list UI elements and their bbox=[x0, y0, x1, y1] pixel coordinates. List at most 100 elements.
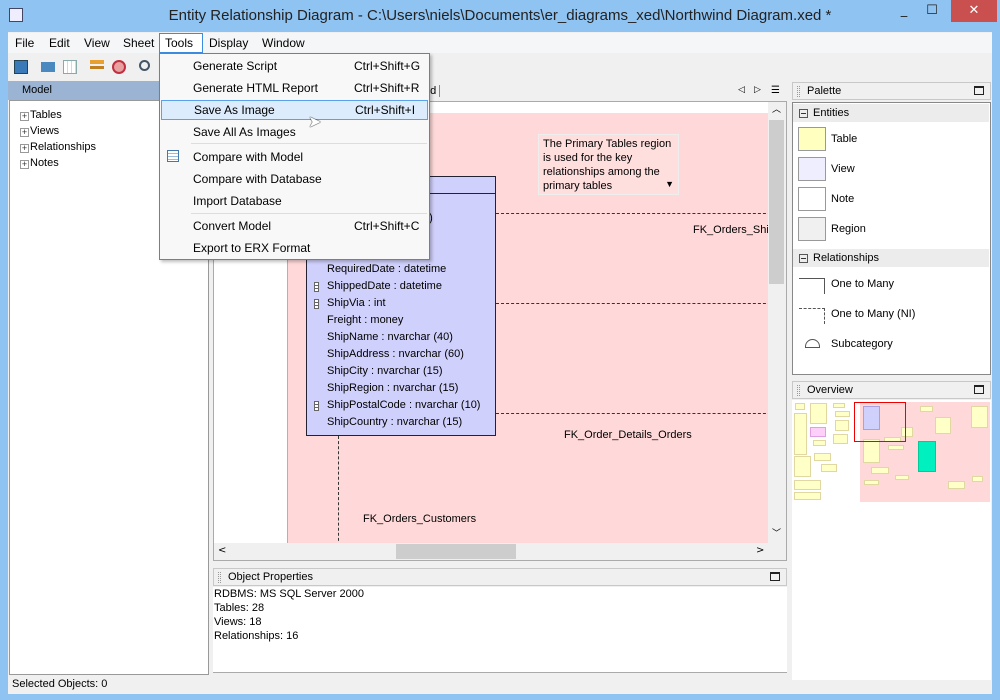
palette-section-relationships[interactable]: Relationships bbox=[793, 249, 989, 267]
overview-viewport[interactable] bbox=[854, 402, 906, 442]
expand-icon[interactable]: + bbox=[20, 111, 29, 121]
expand-icon[interactable]: + bbox=[20, 159, 29, 169]
menu-window[interactable]: Window bbox=[262, 36, 305, 50]
horizontal-scrollbar[interactable]: < > bbox=[214, 543, 768, 560]
menu-item-save-as-image[interactable]: Save As Image Ctrl+Shift+I bbox=[161, 100, 428, 120]
menu-item-label: Import Database bbox=[193, 194, 282, 208]
float-panel-icon[interactable] bbox=[974, 86, 984, 95]
expand-icon[interactable]: + bbox=[20, 127, 29, 137]
tree-item-notes[interactable]: + Notes bbox=[20, 157, 59, 169]
column-text: ShipVia : int bbox=[327, 297, 386, 309]
menu-item-shortcut: Ctrl+Shift+R bbox=[354, 81, 420, 95]
menu-tools[interactable]: Tools bbox=[159, 33, 203, 53]
palette-item-region[interactable]: Region bbox=[831, 223, 866, 235]
menu-item-generate-html-report[interactable]: Generate HTML Report Ctrl+Shift+R bbox=[161, 78, 428, 98]
entity-column[interactable]: ShipName : nvarchar (40) bbox=[327, 331, 453, 343]
menu-item-compare-with-database[interactable]: Compare with Database bbox=[161, 169, 428, 189]
palette-item-table[interactable]: Table bbox=[831, 133, 858, 145]
scroll-left-icon[interactable]: < bbox=[218, 545, 227, 556]
tab-list-icon[interactable]: ☰ bbox=[771, 85, 780, 96]
entity-column[interactable]: ShipPostalCode : nvarchar (10) bbox=[314, 399, 480, 411]
tab-scroll-right-icon[interactable]: ▷ bbox=[754, 85, 761, 95]
entity-column[interactable]: ShipRegion : nvarchar (15) bbox=[327, 382, 458, 394]
palette-item-view[interactable]: View bbox=[831, 163, 855, 175]
menu-display[interactable]: Display bbox=[209, 36, 249, 50]
menu-item-save-all-as-images[interactable]: Save All As Images bbox=[161, 122, 428, 142]
diagram-note[interactable]: The Primary Tables region is used for th… bbox=[538, 134, 679, 195]
collapse-icon[interactable] bbox=[799, 109, 808, 118]
relationship-line[interactable] bbox=[496, 413, 768, 414]
menu-item-label: Compare with Database bbox=[193, 172, 322, 186]
palette-item-one-to-many[interactable]: One to Many bbox=[831, 278, 894, 290]
overview-map[interactable] bbox=[792, 400, 991, 680]
tree-label: Notes bbox=[30, 157, 59, 169]
one-to-many-icon bbox=[799, 278, 825, 294]
relationship-line[interactable] bbox=[338, 436, 339, 543]
menu-view[interactable]: View bbox=[84, 36, 110, 50]
tree-label: Relationships bbox=[30, 141, 97, 153]
vertical-scroll-thumb[interactable] bbox=[769, 120, 784, 284]
relationship-line[interactable] bbox=[496, 213, 768, 214]
menu-item-export-to-erx-format[interactable]: Export to ERX Format bbox=[161, 238, 428, 258]
float-panel-icon[interactable] bbox=[974, 385, 984, 394]
save-icon[interactable] bbox=[12, 58, 30, 76]
scroll-up-icon[interactable]: ︿ bbox=[771, 105, 781, 115]
note-dropdown-icon[interactable]: ▼ bbox=[665, 179, 674, 189]
entity-column[interactable]: ShipAddress : nvarchar (60) bbox=[327, 348, 464, 360]
palette-item-subcategory[interactable]: Subcategory bbox=[831, 338, 893, 350]
collapse-icon[interactable] bbox=[799, 254, 808, 263]
tree-item-relationships[interactable]: + Relationships bbox=[20, 141, 96, 153]
zoom-icon[interactable] bbox=[137, 58, 155, 76]
print-icon[interactable] bbox=[39, 58, 57, 76]
relationship-label[interactable]: FK_Orders_Ship bbox=[693, 224, 768, 236]
maximize-button[interactable]: ☐ bbox=[926, 3, 938, 18]
menu-item-label: Generate Script bbox=[193, 59, 278, 73]
menu-item-label: Export to ERX Format bbox=[193, 241, 311, 255]
menu-edit[interactable]: Edit bbox=[49, 36, 70, 50]
entity-column[interactable]: ShipCity : nvarchar (15) bbox=[327, 365, 443, 377]
entity-column[interactable]: ShipVia : int bbox=[314, 297, 386, 309]
menu-item-compare-with-model[interactable]: Compare with Model bbox=[161, 147, 428, 167]
menu-item-generate-script[interactable]: Generate Script Ctrl+Shift+G bbox=[161, 56, 428, 76]
scroll-right-icon[interactable]: > bbox=[756, 545, 765, 556]
column-text: ShipAddress : nvarchar (60) bbox=[327, 348, 464, 360]
relationship-label[interactable]: FK_Order_Details_Orders bbox=[564, 429, 692, 441]
column-text: Freight : money bbox=[327, 314, 404, 326]
window-title: Entity Relationship Diagram - C:\Users\n… bbox=[168, 7, 832, 24]
vertical-scrollbar[interactable]: ︿ ﹀ bbox=[768, 102, 785, 543]
menu-sheet[interactable]: Sheet bbox=[123, 36, 155, 50]
palette-section-entities[interactable]: Entities bbox=[793, 104, 989, 122]
horizontal-scroll-thumb[interactable] bbox=[396, 544, 516, 559]
no-entry-icon[interactable] bbox=[110, 58, 128, 76]
menu-item-label: Save All As Images bbox=[193, 125, 296, 139]
column-text: ShippedDate : datetime bbox=[327, 280, 442, 292]
app-icon bbox=[9, 8, 23, 22]
view-icon bbox=[798, 157, 826, 181]
menu-item-convert-model[interactable]: Convert Model Ctrl+Shift+C bbox=[161, 216, 428, 236]
entity-column[interactable]: ShippedDate : datetime bbox=[314, 280, 442, 292]
relationship-label[interactable]: FK_Orders_Customers bbox=[363, 513, 477, 525]
entity-column[interactable]: Freight : money bbox=[327, 314, 403, 326]
panel-title: Overview bbox=[807, 384, 853, 396]
tree-item-tables[interactable]: + Tables bbox=[20, 109, 62, 121]
close-button[interactable]: ✕ bbox=[951, 0, 997, 22]
grid-icon[interactable] bbox=[61, 58, 79, 76]
menu-item-shortcut: Ctrl+Shift+C bbox=[354, 219, 420, 233]
tree-label: Tables bbox=[30, 109, 62, 121]
menu-item-shortcut: Ctrl+Shift+I bbox=[355, 103, 416, 117]
layout-icon[interactable] bbox=[88, 58, 106, 76]
menu-item-import-database[interactable]: Import Database bbox=[161, 191, 428, 211]
expand-icon[interactable]: + bbox=[20, 143, 29, 153]
entity-column[interactable]: ShipCountry : nvarchar (15) bbox=[327, 416, 462, 428]
scroll-down-icon[interactable]: ﹀ bbox=[771, 529, 781, 539]
title-bar: Entity Relationship Diagram - C:\Users\n… bbox=[0, 0, 1000, 32]
relationship-line[interactable] bbox=[496, 303, 768, 304]
float-panel-icon[interactable] bbox=[770, 572, 780, 581]
palette-item-note[interactable]: Note bbox=[831, 193, 855, 205]
menu-file[interactable]: File bbox=[15, 36, 35, 50]
tree-item-views[interactable]: + Views bbox=[20, 125, 59, 137]
minimize-button[interactable]: _ bbox=[900, 3, 908, 18]
tab-scroll-left-icon[interactable]: ◁ bbox=[738, 85, 745, 95]
entity-column[interactable]: RequiredDate : datetime bbox=[327, 263, 446, 275]
palette-item-one-to-many-ni[interactable]: One to Many (NI) bbox=[831, 308, 916, 320]
